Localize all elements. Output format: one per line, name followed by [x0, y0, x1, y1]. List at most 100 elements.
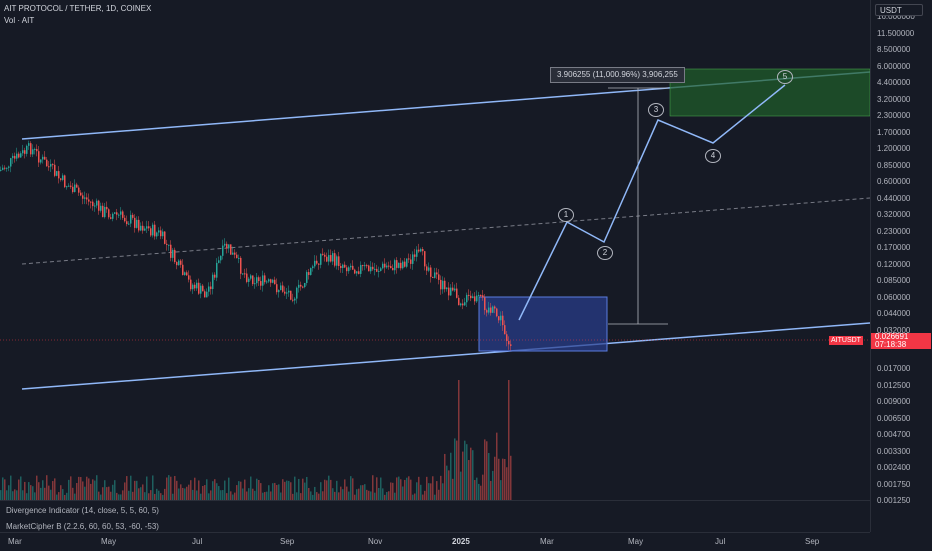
volume-bar: [370, 491, 372, 500]
price-tick: 0.002400: [877, 463, 911, 472]
candle: [398, 262, 400, 268]
price-tick: 0.320000: [877, 210, 911, 219]
candle: [150, 228, 152, 236]
volume-bar: [494, 456, 496, 500]
volume-bar: [334, 491, 336, 500]
candle: [182, 264, 184, 275]
candle: [94, 205, 96, 207]
candle: [10, 158, 12, 167]
candle: [20, 153, 22, 158]
candle: [284, 291, 286, 294]
price-tick: 0.012500: [877, 380, 911, 390]
volume-bar: [342, 489, 344, 500]
candle: [400, 262, 402, 269]
price-axis[interactable]: 16.000000 11.500000 8.500000 6.000000 4.4000…: [829, 0, 932, 532]
volume-bar: [320, 482, 322, 500]
candle: [474, 296, 476, 302]
candle: [92, 201, 94, 207]
volume-bar: [198, 480, 200, 500]
volume-bar: [14, 489, 16, 500]
candle: [354, 269, 356, 274]
candle: [24, 150, 26, 154]
wave-label-5: 5: [777, 70, 793, 84]
currency-button[interactable]: USDT: [875, 4, 923, 16]
divergence-indicator-label[interactable]: Divergence Indicator (14, close, 5, 5, 6…: [6, 506, 159, 515]
volume-bar: [64, 494, 66, 500]
price-tick: 0.044000: [877, 309, 911, 318]
volume-bar: [310, 491, 312, 500]
volume-bar: [40, 487, 42, 500]
candle: [46, 159, 48, 167]
candle: [504, 325, 506, 335]
volume-bar: [16, 490, 18, 500]
candle: [88, 199, 90, 202]
volume-bar: [186, 486, 188, 500]
volume-bar: [142, 484, 144, 500]
price-tick: 0.440000: [877, 193, 911, 203]
volume-bar: [106, 487, 108, 500]
candle: [396, 260, 398, 268]
volume-bar: [236, 485, 238, 500]
candle: [456, 288, 458, 298]
volume-bar: [202, 485, 204, 500]
volume-bar: [348, 491, 350, 500]
candle: [380, 268, 382, 271]
candle: [136, 219, 138, 228]
candle: [344, 264, 346, 268]
candle: [194, 284, 196, 289]
candle: [506, 334, 508, 341]
candle: [96, 200, 98, 206]
volume-bar: [296, 492, 298, 500]
measure-label: 3.906255 (11,000.96%) 3,906,255: [550, 67, 685, 83]
candle: [444, 280, 446, 290]
volume-bar: [472, 450, 474, 500]
candle: [200, 285, 202, 294]
volume-bar: [416, 482, 418, 500]
candle: [222, 245, 224, 256]
candle: [348, 267, 350, 272]
volume-bar: [352, 478, 354, 500]
price-chart-canvas[interactable]: [0, 0, 870, 500]
volume-bar: [356, 489, 358, 500]
candle: [430, 267, 432, 277]
candle: [224, 243, 226, 246]
candle: [254, 283, 256, 285]
volume-bar: [364, 484, 366, 500]
candle: [248, 278, 250, 282]
candle: [278, 290, 280, 293]
volume-bar: [470, 447, 472, 500]
candle: [22, 150, 24, 154]
volume-bar: [414, 493, 416, 500]
volume-bar: [400, 479, 402, 500]
volume-bar: [220, 490, 222, 500]
candle: [422, 248, 424, 252]
volume-bar: [392, 482, 394, 500]
candle: [158, 230, 160, 233]
symbol-title[interactable]: AIT PROTOCOL / TETHER, 1D, COINEX: [4, 4, 152, 13]
volume-bar: [20, 476, 22, 500]
candle: [298, 284, 300, 288]
marketcipher-indicator-label[interactable]: MarketCipher B (2.2.6, 60, 60, 53, -60, …: [6, 522, 159, 531]
volume-bar: [386, 492, 388, 500]
candle: [260, 281, 262, 286]
candle: [48, 166, 50, 168]
volume-bar: [308, 487, 310, 500]
candle: [162, 231, 164, 237]
volume-bar: [464, 440, 466, 500]
volume-bar: [92, 479, 94, 500]
price-tick: 0.006500: [877, 413, 911, 423]
candle: [152, 224, 154, 236]
volume-bar: [90, 483, 92, 500]
candle: [324, 254, 326, 257]
volume-label[interactable]: Vol · AIT: [4, 16, 35, 25]
candle: [332, 253, 334, 262]
time-tick: Jul: [715, 537, 726, 546]
volume-bar: [282, 479, 284, 500]
candle: [276, 284, 278, 293]
time-axis[interactable]: Mar May Jul Sep Nov 2025 Mar May Jul Sep: [0, 532, 870, 551]
volume-bar: [500, 480, 502, 500]
volume-bar: [492, 470, 494, 500]
volume-bar: [448, 470, 450, 500]
volume-bar: [438, 489, 440, 500]
volume-bar: [12, 491, 14, 500]
